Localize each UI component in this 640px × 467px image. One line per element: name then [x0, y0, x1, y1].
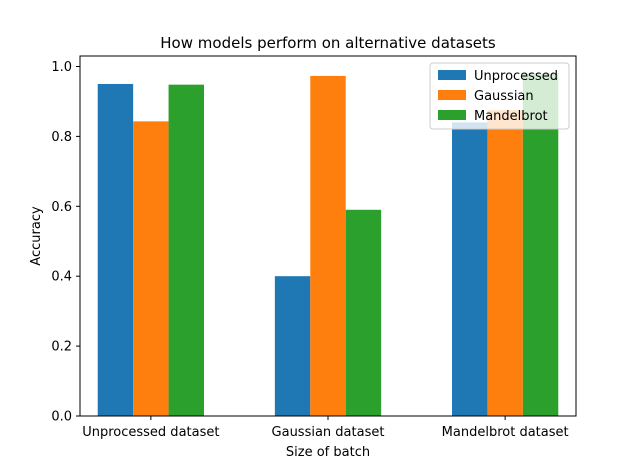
- x-tick-label: Gaussian dataset: [272, 425, 385, 440]
- y-tick-label: 1.0: [51, 60, 72, 75]
- x-axis-label: Size of batch: [286, 445, 370, 460]
- plot-frame: [79, 55, 577, 417]
- legend: Unprocessed Gaussian Mandelbrot: [429, 62, 570, 130]
- y-tick-label: 0.2: [51, 340, 72, 355]
- bar-mandelbrot-1: [168, 84, 204, 416]
- bar-gaussian-3: [487, 110, 523, 417]
- y-tick-label: 0.4: [51, 270, 72, 285]
- y-axis-label: Accuracy: [29, 206, 44, 266]
- legend-swatch-mandelbrot: [438, 110, 466, 120]
- legend-swatch-gaussian: [438, 90, 466, 100]
- legend-label-unprocessed: Unprocessed: [474, 69, 558, 84]
- bar-unprocessed-2: [274, 276, 311, 416]
- bar-gaussian-2: [310, 75, 346, 417]
- legend-label-gaussian: Gaussian: [474, 89, 534, 104]
- legend-label-mandelbrot: Mandelbrot: [474, 109, 548, 124]
- bar-mandelbrot-2: [345, 209, 382, 416]
- bar-unprocessed-3: [452, 122, 488, 416]
- chart-title: How models perform on alternative datase…: [160, 34, 496, 52]
- bars-group: [97, 73, 559, 417]
- x-tick-label: Unprocessed dataset: [82, 425, 219, 440]
- legend-swatch-unprocessed: [438, 70, 466, 80]
- y-tick-label: 0.8: [51, 130, 72, 145]
- bar-gaussian-1: [133, 121, 169, 417]
- axis-ticks-group: 0.0 0.2 0.4 0.6 0.8 1.0 Unprocessed dataset Gau…: [51, 60, 568, 440]
- x-tick-label: Mandelbrot dataset: [442, 425, 569, 440]
- bar-mandelbrot-3: [522, 73, 559, 416]
- bar-unprocessed-1: [97, 83, 134, 417]
- y-tick-label: 0.0: [51, 410, 72, 425]
- y-tick-label: 0.6: [51, 200, 72, 215]
